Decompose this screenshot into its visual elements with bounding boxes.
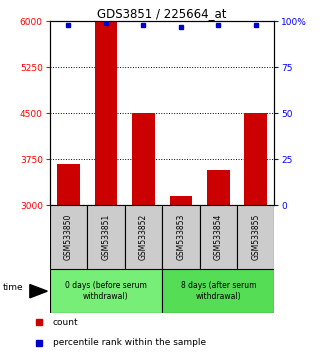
Text: GSM533853: GSM533853 xyxy=(176,214,185,261)
Bar xyxy=(200,205,237,269)
Text: GSM533855: GSM533855 xyxy=(251,214,260,261)
Text: 0 days (before serum
withdrawal): 0 days (before serum withdrawal) xyxy=(65,281,147,301)
Bar xyxy=(162,205,200,269)
Text: GSM533850: GSM533850 xyxy=(64,214,73,261)
Bar xyxy=(237,205,274,269)
Bar xyxy=(125,205,162,269)
Bar xyxy=(57,164,80,205)
Text: count: count xyxy=(53,318,79,327)
Bar xyxy=(132,113,155,205)
Bar xyxy=(95,22,117,205)
Bar xyxy=(207,170,230,205)
Bar xyxy=(245,113,267,205)
Bar xyxy=(169,196,192,205)
Text: GSM533854: GSM533854 xyxy=(214,214,223,261)
Bar xyxy=(50,269,162,313)
Text: GSM533852: GSM533852 xyxy=(139,214,148,260)
Text: percentile rank within the sample: percentile rank within the sample xyxy=(53,338,206,347)
Title: GDS3851 / 225664_at: GDS3851 / 225664_at xyxy=(97,7,227,20)
Text: time: time xyxy=(3,283,24,292)
Bar xyxy=(50,205,87,269)
Polygon shape xyxy=(30,285,47,298)
Bar xyxy=(87,205,125,269)
Text: 8 days (after serum
withdrawal): 8 days (after serum withdrawal) xyxy=(180,281,256,301)
Text: GSM533851: GSM533851 xyxy=(101,214,110,260)
Bar xyxy=(162,269,274,313)
